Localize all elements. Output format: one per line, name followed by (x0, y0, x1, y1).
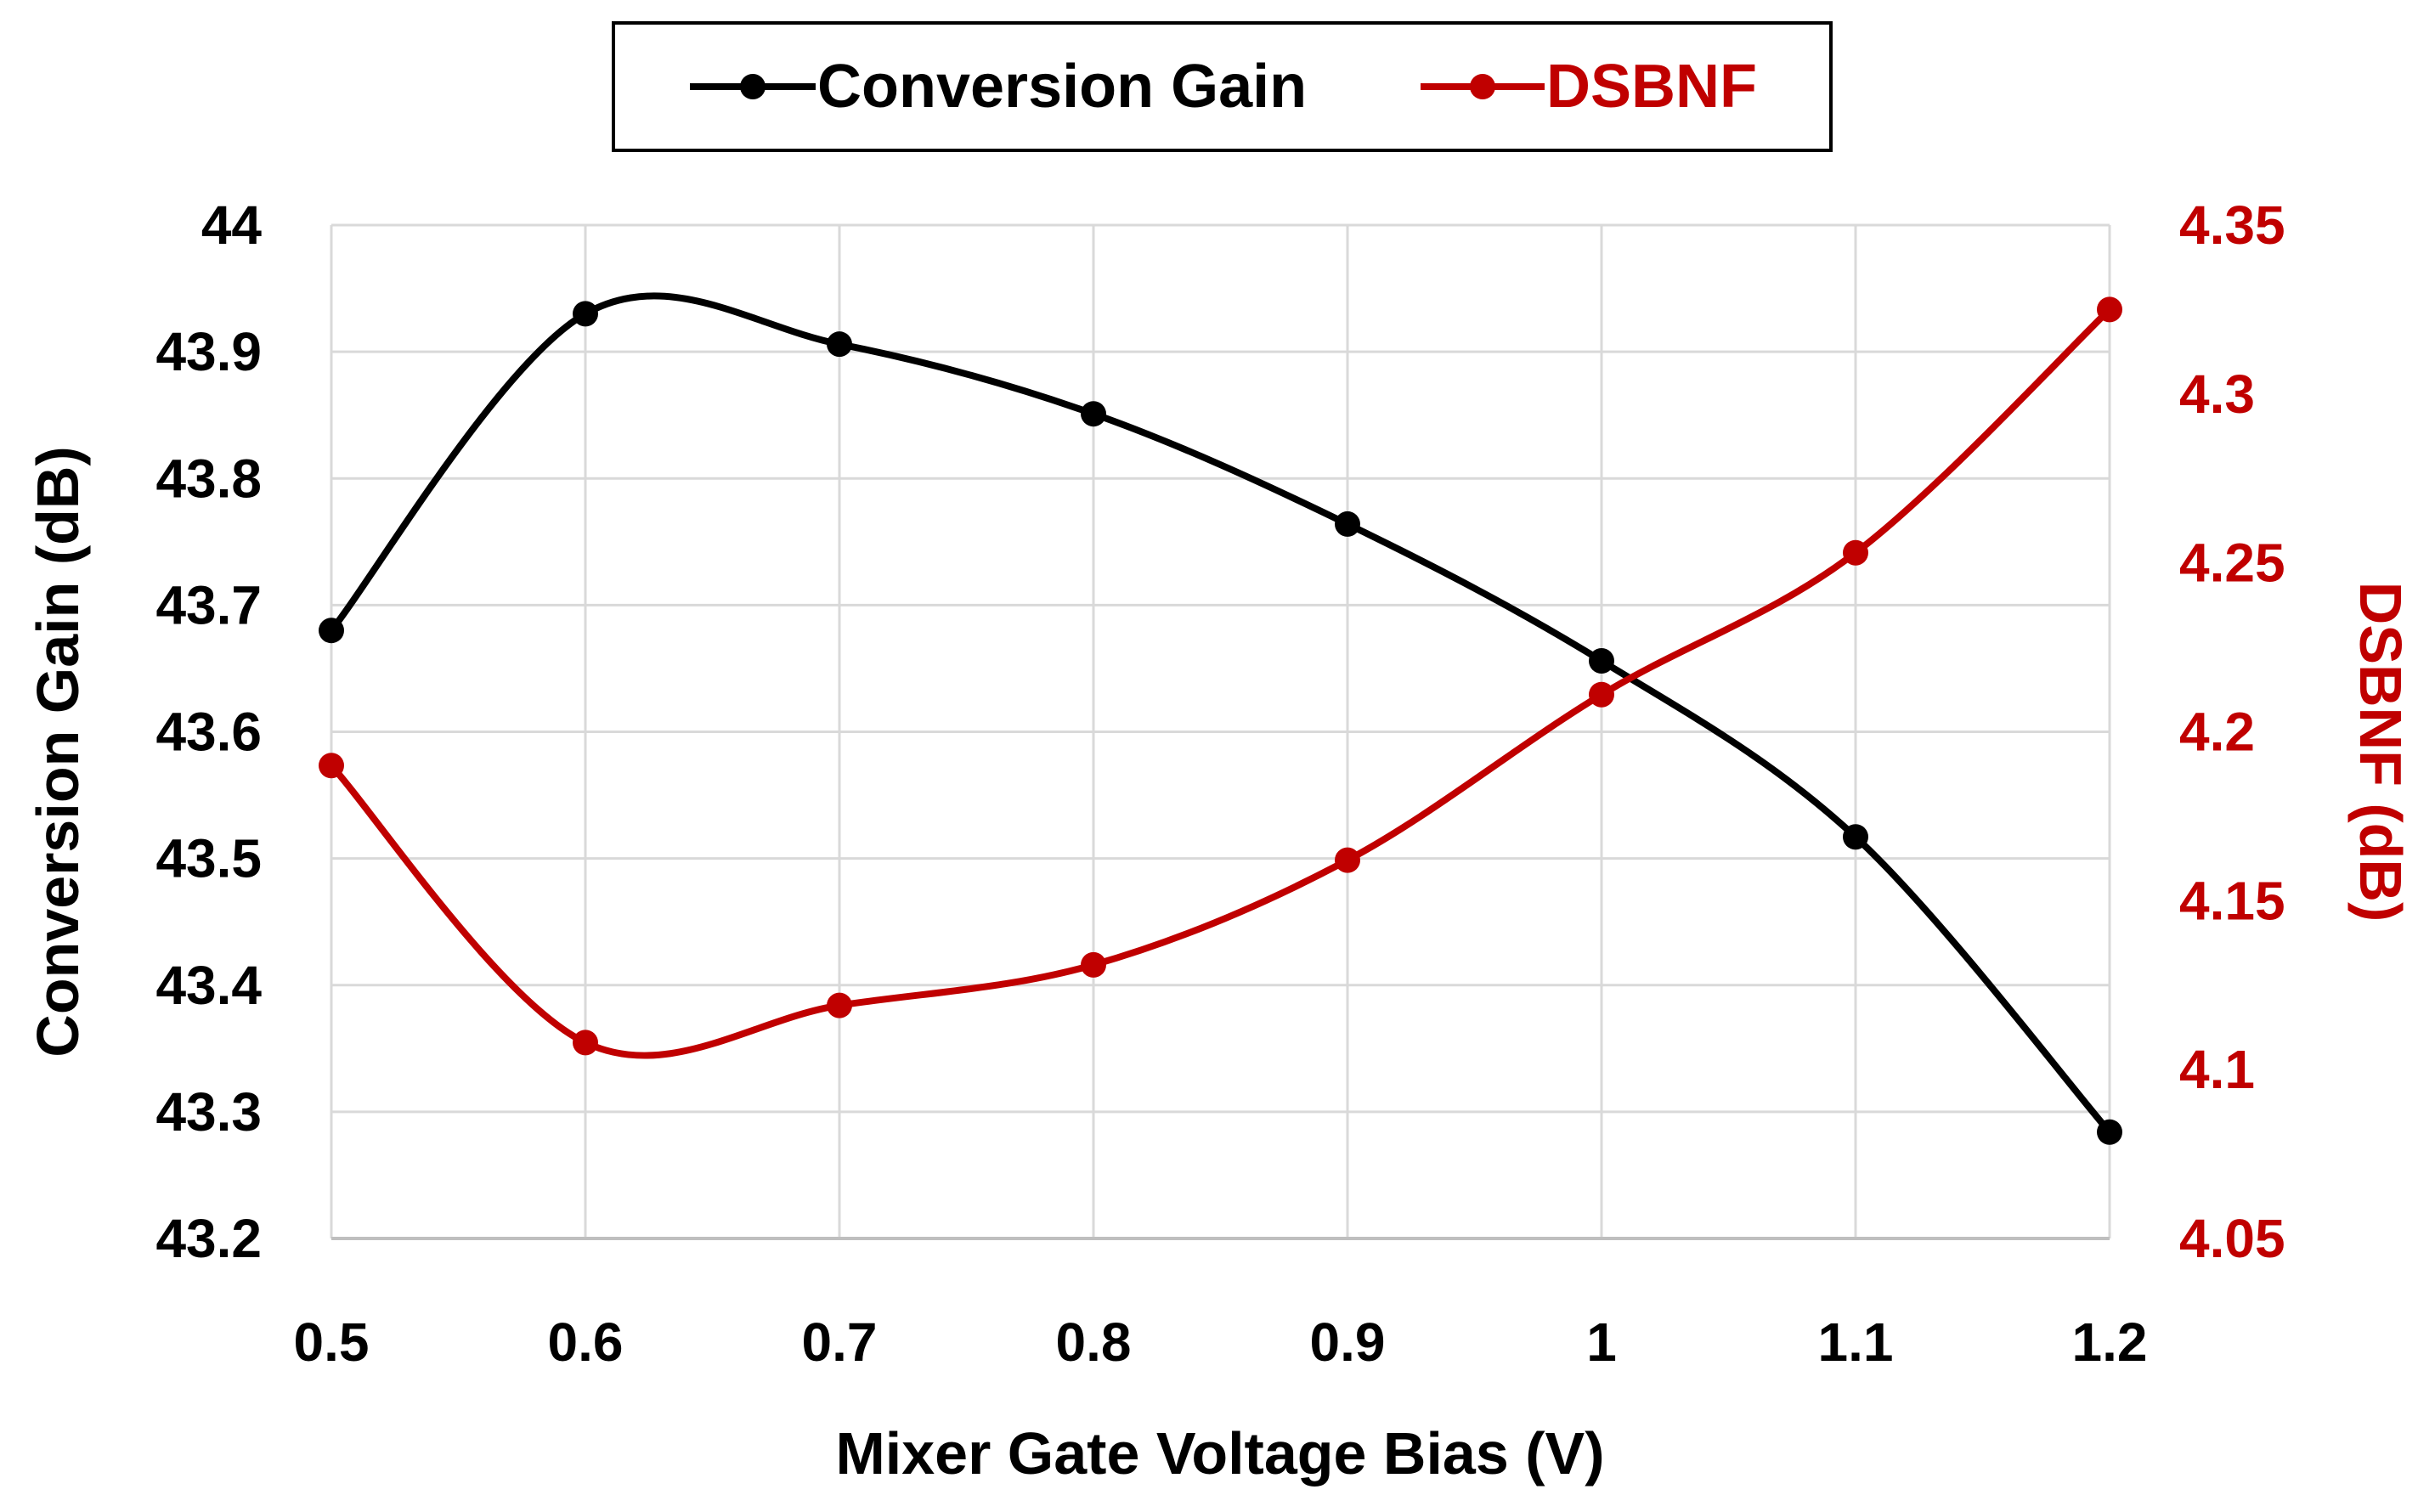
x-tick-label: 0.6 (548, 1312, 624, 1373)
data-point-dsbnf (1843, 539, 1868, 566)
x-tick-label: 0.8 (1056, 1312, 1132, 1373)
y-left-tick-label: 43.3 (155, 1081, 262, 1142)
legend-marker-conversion-gain (740, 74, 766, 99)
x-ticks: 0.5 0.6 0.7 0.8 0.9 1 1.1 1.2 (294, 1312, 2148, 1373)
data-point-conversion-gain (1335, 511, 1360, 537)
legend-marker-dsbnf (1470, 74, 1495, 99)
data-point-conversion-gain (1081, 401, 1106, 427)
y-right-ticks: 4.05 4.1 4.15 4.2 4.25 4.3 4.35 (2179, 195, 2285, 1269)
data-point-conversion-gain (1843, 824, 1868, 850)
data-point-conversion-gain (827, 331, 852, 358)
y-right-tick-label: 4.25 (2179, 533, 2285, 594)
x-tick-label: 1.1 (1818, 1312, 1894, 1373)
y-left-tick-label: 43.6 (155, 702, 262, 763)
data-point-conversion-gain (319, 618, 344, 644)
legend-box (612, 21, 1833, 152)
legend-label-conversion-gain: Conversion Gain (817, 53, 1307, 121)
y-left-tick-label: 43.9 (155, 321, 262, 382)
x-tick-label: 1.2 (2072, 1312, 2148, 1373)
legend: Conversion Gain DSBNF (612, 21, 1833, 152)
data-point-dsbnf (1335, 847, 1360, 873)
series-layer (319, 292, 2122, 1145)
legend-label-dsbnf: DSBNF (1546, 53, 1757, 121)
y-left-tick-label: 43.4 (155, 955, 262, 1016)
y-right-tick-label: 4.2 (2179, 702, 2255, 763)
y-right-tick-label: 4.15 (2179, 870, 2285, 931)
data-point-conversion-gain (573, 301, 598, 327)
y-right-tick-label: 4.3 (2179, 364, 2255, 425)
data-point-dsbnf (319, 753, 344, 779)
x-tick-label: 0.7 (802, 1312, 878, 1373)
data-point-dsbnf (2097, 296, 2122, 323)
x-axis-title: Mixer Gate Voltage Bias (V) (835, 1420, 1604, 1487)
y-left-tick-label: 43.2 (155, 1208, 262, 1269)
data-point-conversion-gain (2097, 1119, 2122, 1145)
grid (330, 223, 2111, 1240)
data-point-dsbnf (1589, 681, 1614, 708)
y-right-tick-label: 4.35 (2179, 195, 2285, 256)
y-left-tick-label: 43.5 (155, 828, 262, 889)
data-point-conversion-gain (1589, 647, 1614, 674)
series-line-conversion-gain (328, 292, 2113, 1135)
y-left-tick-label: 44 (201, 195, 263, 256)
y-right-axis-title: DSBNF (dB) (2347, 582, 2414, 922)
y-left-ticks: 43.2 43.3 43.4 43.5 43.6 43.7 43.8 43.9 44 (155, 195, 262, 1269)
y-right-tick-label: 4.1 (2179, 1039, 2255, 1100)
data-point-dsbnf (827, 992, 852, 1018)
y-left-tick-label: 43.7 (155, 574, 262, 635)
y-right-tick-label: 4.05 (2179, 1208, 2285, 1269)
series-line-dsbnf (329, 307, 2112, 1059)
y-left-tick-label: 43.8 (155, 448, 262, 509)
data-point-dsbnf (1081, 951, 1106, 978)
data-point-dsbnf (573, 1030, 598, 1056)
y-left-axis-title: Conversion Gain (dB) (25, 446, 91, 1057)
x-tick-label: 0.5 (294, 1312, 370, 1373)
x-tick-label: 1 (1586, 1312, 1617, 1373)
x-tick-label: 0.9 (1310, 1312, 1386, 1373)
